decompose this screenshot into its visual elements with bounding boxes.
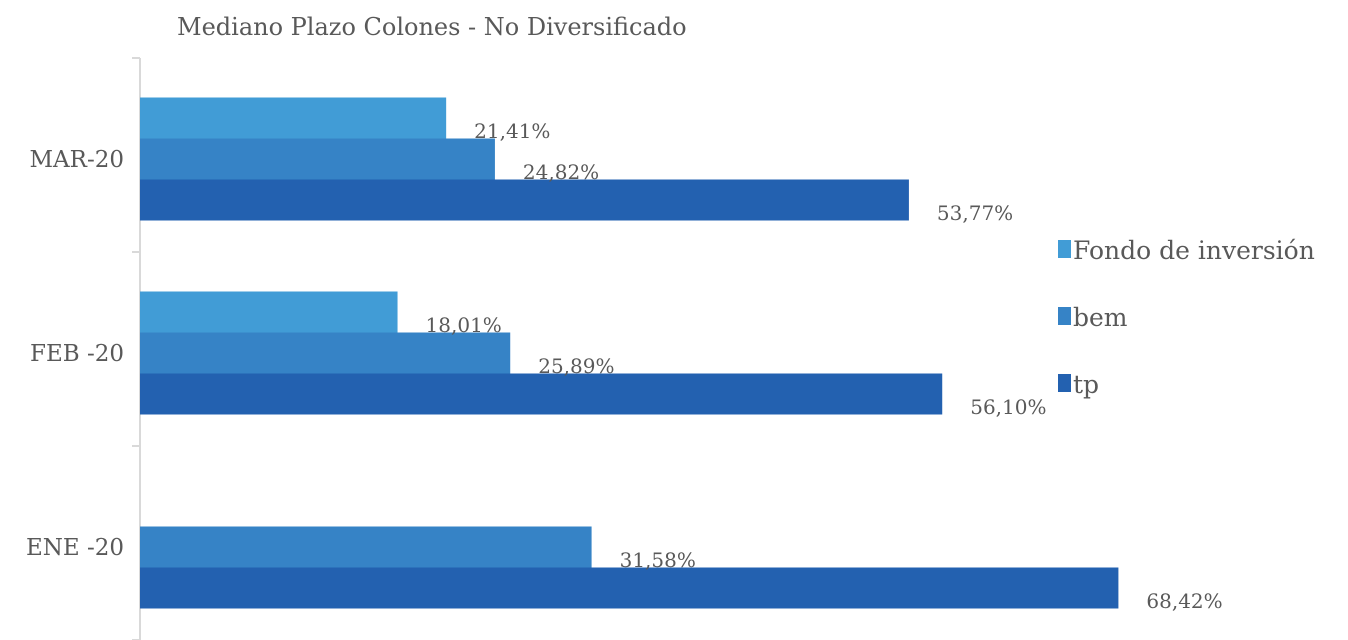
- data-label: 53,77%: [937, 201, 1013, 225]
- chart-title: Mediano Plazo Colones - No Diversificado: [177, 13, 687, 41]
- data-label: 18,01%: [426, 313, 502, 337]
- category-labels: MAR-20 FEB -20 ENE -20: [26, 147, 124, 561]
- data-labels: 21,41% 24,82% 53,77% 18,01% 25,89% 56,10% 31,5…: [426, 119, 1223, 613]
- category-axis-ticks: [132, 57, 140, 640]
- bar: [140, 567, 1119, 609]
- data-label: 21,41%: [474, 119, 550, 143]
- category-label: FEB -20: [30, 341, 124, 367]
- bar: [140, 332, 511, 374]
- data-label: 24,82%: [523, 160, 599, 184]
- legend-label: Fondo de inversión: [1073, 236, 1315, 265]
- legend-swatch: [1058, 307, 1071, 325]
- bar: [140, 373, 943, 415]
- legend-swatch: [1058, 374, 1071, 392]
- data-label: 31,58%: [620, 548, 696, 572]
- category-label: MAR-20: [29, 147, 124, 173]
- legend-label: bem: [1073, 303, 1128, 332]
- bar: [140, 179, 909, 221]
- data-label: 25,89%: [538, 354, 614, 378]
- data-label: 56,10%: [970, 395, 1046, 419]
- bar: [140, 97, 447, 139]
- data-label: 68,42%: [1146, 589, 1222, 613]
- bar: [140, 291, 398, 333]
- category-label: ENE -20: [26, 535, 124, 561]
- bar: [140, 138, 495, 180]
- bars: [140, 97, 1119, 609]
- legend-swatch: [1058, 240, 1071, 258]
- legend: Fondo de inversión bem tp: [1058, 236, 1315, 399]
- bar: [140, 526, 592, 568]
- legend-label: tp: [1073, 370, 1099, 399]
